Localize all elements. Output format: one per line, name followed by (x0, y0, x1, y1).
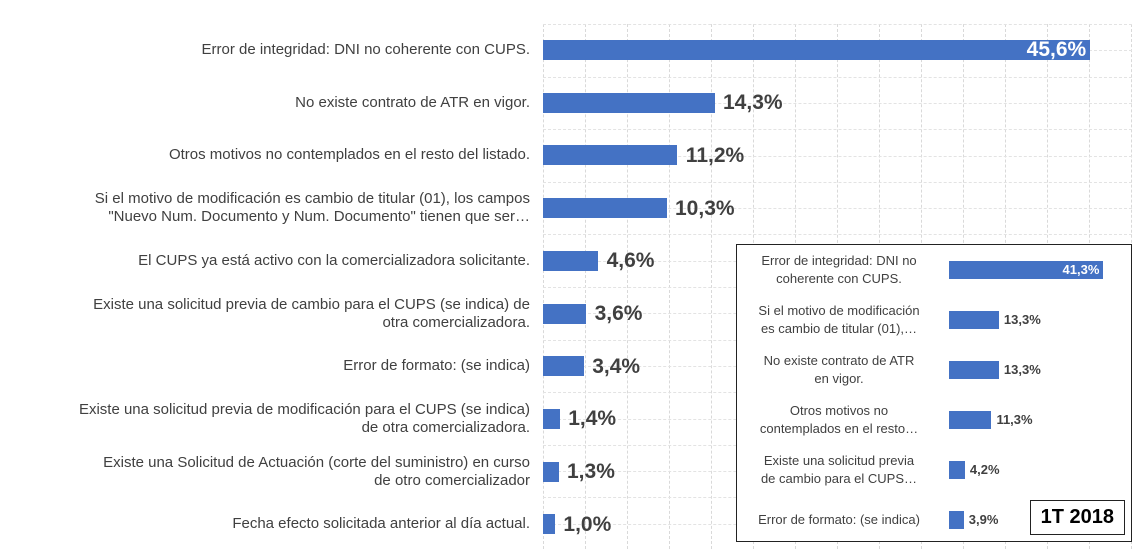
category-label: Existe una solicitud previa de modificac… (78, 400, 530, 436)
bar (949, 411, 992, 429)
inset-chart: 1T 2018 Error de integridad: DNI no cohe… (736, 244, 1132, 542)
category-label: Error de integridad: DNI no coherente co… (761, 253, 917, 286)
grid-line (543, 234, 1132, 236)
value-label: 1,3% (567, 460, 615, 483)
value-label: 4,2% (969, 462, 1000, 478)
grid-line (543, 208, 1132, 210)
value-label: 45,6% (1026, 38, 1087, 62)
grid-line (543, 181, 1132, 183)
value-label: 13,3% (1003, 312, 1041, 328)
category-label: Si el motivo de modificación es cambio d… (758, 303, 920, 336)
bar (543, 356, 584, 377)
category-label: Error de integridad: DNI no coherente co… (201, 41, 531, 58)
inset-title: 1T 2018 (1029, 500, 1125, 535)
value-label: 10,3% (675, 196, 735, 220)
bar (949, 511, 964, 529)
grid-line (669, 24, 670, 549)
value-label: 11,2% (685, 143, 745, 167)
category-label: Existe una solicitud previa de cambio pa… (760, 453, 918, 486)
grid-line (585, 24, 586, 549)
bar (949, 261, 1104, 279)
bar (949, 461, 965, 479)
category-label: Error de formato: (se indica) (758, 512, 920, 527)
grid-line (627, 24, 628, 549)
grid-line (543, 76, 1132, 78)
bar (543, 461, 559, 482)
bar (949, 361, 999, 379)
value-label: 41,3% (1062, 262, 1100, 278)
grid-line (543, 155, 1132, 157)
category-label: Otros motivos no contemplados en el rest… (168, 146, 530, 164)
category-label: El CUPS ya está activo con la comerciali… (138, 251, 530, 269)
value-label: 1,4% (568, 407, 617, 431)
value-label: 1,0% (563, 512, 612, 536)
bar (543, 303, 587, 324)
bar (543, 198, 667, 219)
value-label: 3,6% (594, 301, 643, 325)
category-label: Si el motivo de modificación es cambio d… (94, 190, 530, 226)
category-label: No existe contrato de ATR en vigor. (295, 93, 530, 111)
category-label: Fecha efecto solicitada anterior al día … (232, 515, 530, 533)
bar (543, 145, 678, 166)
bar (949, 311, 999, 329)
bar (543, 92, 715, 113)
bar (543, 250, 599, 271)
bar (543, 40, 1091, 60)
value-label: 13,3% (1003, 362, 1041, 378)
bar (543, 408, 560, 429)
grid-line (543, 129, 1132, 131)
grid-line (543, 102, 1132, 104)
category-label: Otros motivos no contemplados en el rest… (759, 403, 919, 436)
grid-line (543, 24, 544, 549)
value-label: 3,4% (592, 354, 641, 378)
value-label: 3,9% (968, 512, 999, 528)
category-label: No existe contrato de ATR en vigor. (763, 353, 915, 386)
value-label: 4,6% (606, 249, 655, 273)
grid-line (711, 24, 712, 549)
category-label: Existe una solicitud previa de cambio pa… (93, 295, 530, 331)
value-label: 11,3% (996, 412, 1033, 428)
category-label: Error de formato: (se indica) (343, 357, 530, 375)
bar (543, 514, 555, 535)
value-label: 14,3% (723, 91, 783, 115)
grid-line (543, 24, 1132, 25)
category-label: Existe una Solicitud de Actuación (corte… (103, 453, 530, 489)
